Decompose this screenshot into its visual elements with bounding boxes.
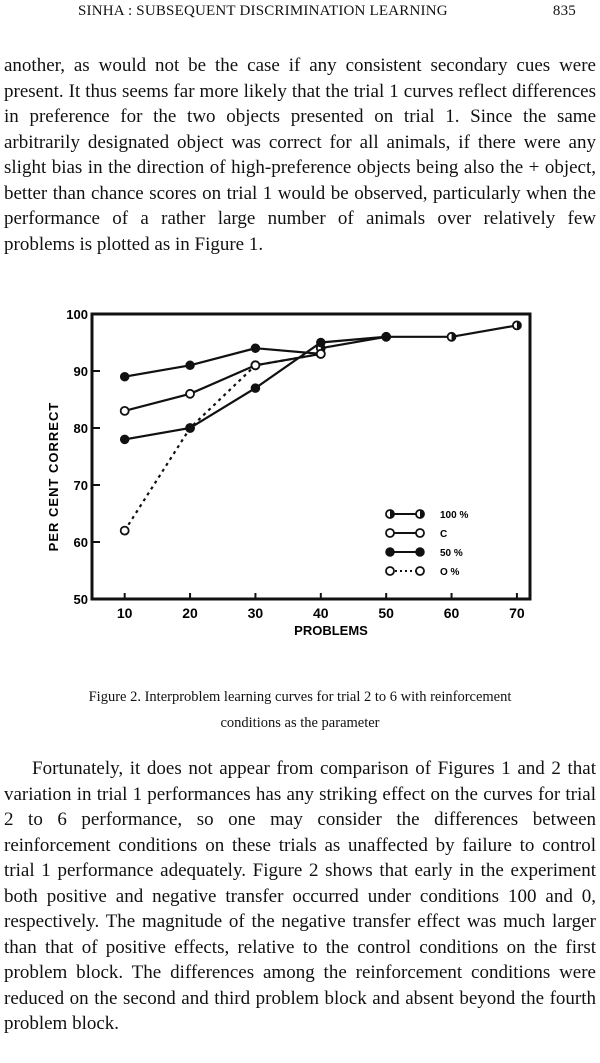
interproblem-learning-chart: 50 60 70 80 90 100 10 20 30 40 50 60 70 PROBLEMS PER C… xyxy=(46,307,532,638)
legend-label: C xyxy=(440,529,447,540)
x-tick-label: 50 xyxy=(378,605,394,621)
data-point xyxy=(119,371,130,382)
series-line-1 xyxy=(320,324,518,350)
running-title: SINHA : SUBSEQUENT DISCRIMINATION LEARNI… xyxy=(78,3,448,19)
x-axis-title: PROBLEMS xyxy=(294,623,368,638)
legend-marker-half xyxy=(390,510,394,518)
x-tick-label: 20 xyxy=(182,605,198,621)
data-point xyxy=(315,349,326,359)
y-tick-label: 80 xyxy=(74,421,88,436)
data-point xyxy=(119,525,130,536)
x-tick-label: 10 xyxy=(117,605,133,621)
legend-marker-half xyxy=(420,510,424,518)
y-tick-label: 100 xyxy=(66,307,88,322)
legend-label: O % xyxy=(440,567,460,578)
series-line-4 xyxy=(123,352,321,532)
x-tick-label: 30 xyxy=(248,605,264,621)
running-header: SINHA : SUBSEQUENT DISCRIMINATION LEARNI… xyxy=(0,0,600,24)
data-point-half xyxy=(451,332,456,341)
series-line-3 xyxy=(124,347,321,378)
legend-marker xyxy=(415,566,425,576)
legend-marker xyxy=(385,547,395,557)
x-tick-label: 60 xyxy=(444,605,460,621)
data-point xyxy=(316,337,326,348)
figure-caption: Figure 2. Interproblem learning curves f… xyxy=(88,689,512,731)
y-tick-label: 90 xyxy=(74,364,88,379)
data-point xyxy=(381,332,391,342)
legend-marker xyxy=(415,547,425,557)
data-point xyxy=(185,388,195,399)
figure-2: 50 60 70 80 90 100 10 20 30 40 50 60 70 PROBLEMS PER C… xyxy=(30,302,590,647)
legend-marker xyxy=(385,528,395,538)
page-number: 835 xyxy=(552,3,576,19)
legend-marker xyxy=(385,566,395,576)
x-tick-label: 40 xyxy=(313,605,329,621)
legend-label: 50 % xyxy=(440,548,463,559)
data-point xyxy=(185,360,195,371)
data-point-half xyxy=(516,321,521,330)
legend-marker xyxy=(415,528,425,538)
x-tick-label: 70 xyxy=(509,605,525,621)
y-tick-label: 70 xyxy=(74,478,88,493)
data-point xyxy=(250,360,261,371)
y-tick-label: 60 xyxy=(74,535,88,550)
legend-label: 100 % xyxy=(440,510,468,521)
data-point xyxy=(250,343,261,353)
data-point xyxy=(119,406,130,416)
body-paragraph-1: another, as would not be the case if any… xyxy=(4,55,596,255)
plot-frame xyxy=(90,312,532,601)
data-point xyxy=(119,434,130,445)
y-tick-label: 50 xyxy=(74,592,88,607)
body-paragraph-2: Fortunately, it does not appear from com… xyxy=(4,758,596,1034)
data-point xyxy=(250,383,261,393)
data-point xyxy=(185,423,195,433)
y-axis-title: PER CENT CORRECT xyxy=(46,402,61,552)
